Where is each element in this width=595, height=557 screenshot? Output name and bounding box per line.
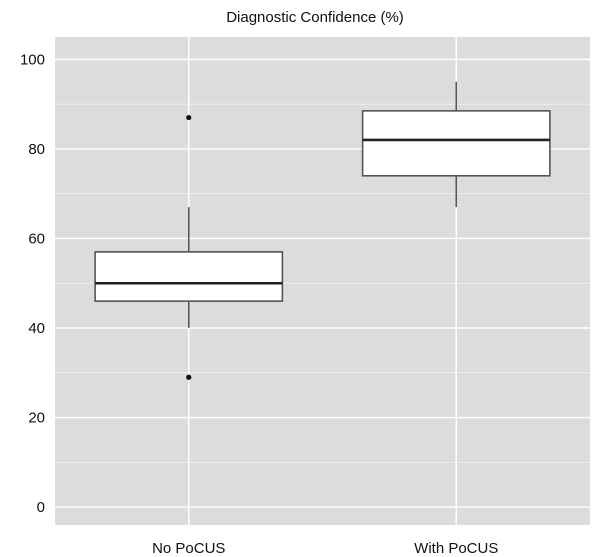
y-tick-label: 0 bbox=[37, 499, 45, 516]
outlier-point bbox=[186, 374, 192, 380]
y-tick-label: 80 bbox=[28, 141, 45, 158]
outlier-point bbox=[186, 114, 192, 121]
x-tick-label: With PoCUS bbox=[414, 540, 498, 557]
y-tick-label: 20 bbox=[28, 410, 45, 427]
x-tick-label: No PoCUS bbox=[152, 540, 225, 557]
y-tick-label: 40 bbox=[28, 320, 45, 337]
y-tick-label: 60 bbox=[28, 230, 45, 247]
y-tick-label: 100 bbox=[20, 51, 45, 68]
box bbox=[361, 110, 551, 177]
box bbox=[94, 251, 284, 302]
chart-title: Diagnostic Confidence (%) bbox=[226, 9, 404, 26]
plot-area: 0 20 40 60 80 100 No PoCUS With PoCUS bbox=[20, 37, 590, 557]
